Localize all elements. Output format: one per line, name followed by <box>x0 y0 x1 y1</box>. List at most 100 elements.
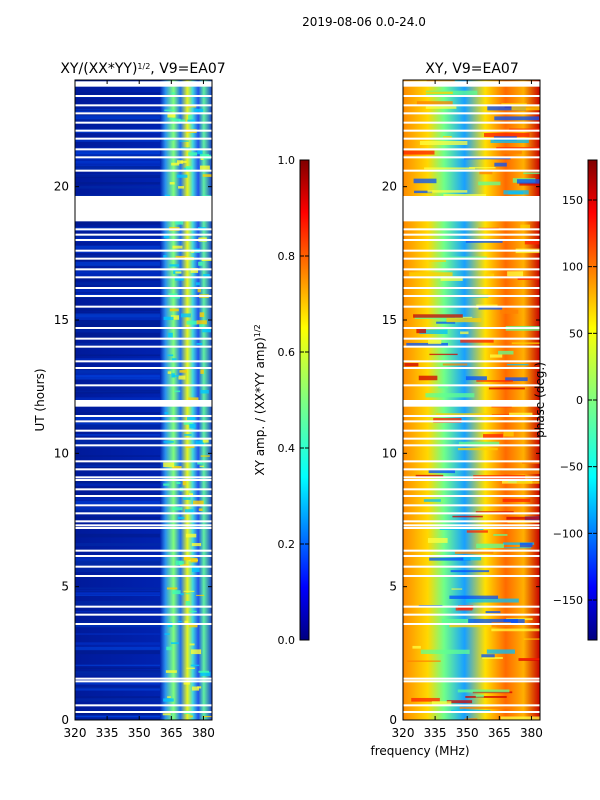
flagged-row <box>75 156 212 159</box>
flagged-row <box>75 468 212 471</box>
heatmap-texture-cell <box>442 363 468 366</box>
flagged-row <box>403 268 540 271</box>
flagged-row <box>403 444 540 447</box>
heatmap-texture-cell <box>475 694 484 698</box>
y-tick-label: 10 <box>382 446 397 460</box>
flagged-block <box>403 196 540 222</box>
flagged-row <box>403 623 540 625</box>
colorbar-tick-label: 50 <box>569 327 583 340</box>
flagged-row <box>403 605 540 608</box>
colorbar-tick-label: −150 <box>553 594 583 607</box>
flagged-row <box>403 367 540 369</box>
heatmap-texture-cell <box>187 417 196 421</box>
heatmap-texture-row <box>75 327 160 333</box>
flagged-row <box>403 257 540 260</box>
heatmap-texture-cell <box>496 147 540 150</box>
heatmap-texture-cell <box>504 547 532 549</box>
flagged-row <box>75 504 212 507</box>
x-tick-label: 335 <box>424 726 447 740</box>
heatmap-texture-cell <box>412 645 421 649</box>
heatmap-texture-cell <box>180 593 184 596</box>
flagged-row <box>75 327 212 329</box>
amplitude-colorbar-ticks: 0.0 0.2 0.4 0.6 0.8 1.0 <box>278 154 309 647</box>
flagged-row <box>75 104 212 107</box>
heatmap-texture-cell <box>446 700 473 704</box>
heatmap-texture-cell <box>451 588 463 590</box>
flagged-row <box>75 268 212 271</box>
heatmap-texture-row <box>75 320 160 325</box>
colorbar-tick-label: 0.4 <box>278 442 296 455</box>
heatmap-texture-row <box>75 461 160 465</box>
heatmap-texture-cell <box>420 649 470 654</box>
heatmap-texture-cell <box>183 420 193 425</box>
heatmap-texture-cell <box>198 508 203 511</box>
heatmap-texture-cell <box>162 713 171 716</box>
heatmap-texture-cell <box>490 354 503 358</box>
flagged-row <box>403 549 540 552</box>
heatmap-texture-cell <box>179 370 187 373</box>
x-tick-label: 335 <box>96 726 119 740</box>
flagged-row <box>403 527 540 529</box>
heatmap-texture-cell <box>202 327 211 333</box>
flagged-row <box>75 575 212 577</box>
heatmap-texture-row <box>75 313 160 318</box>
heatmap-texture-cell <box>182 480 186 486</box>
heatmap-texture-cell <box>481 654 495 658</box>
heatmap-texture-cell <box>523 638 540 640</box>
flagged-row <box>75 95 212 97</box>
heatmap-texture-row <box>75 441 160 443</box>
heatmap-texture-cell <box>519 542 533 548</box>
heatmap-texture-row <box>75 412 160 415</box>
heatmap-texture-cell <box>482 657 503 659</box>
flagged-row <box>75 437 212 440</box>
flagged-row <box>403 295 540 297</box>
heatmap-texture-row <box>75 509 160 514</box>
flagged-row <box>75 680 212 683</box>
heatmap-texture-cell <box>429 353 458 356</box>
flagged-block <box>403 400 540 407</box>
heatmap-texture-cell <box>183 590 195 592</box>
y-tick-label: 0 <box>61 713 69 727</box>
heatmap-texture-cell <box>195 282 200 286</box>
heatmap-texture-row <box>75 465 160 469</box>
heatmap-texture-cell <box>449 595 499 599</box>
amplitude-title: XY/(XX*YY)1/2, V9=EA07 <box>60 61 225 77</box>
y-tick-label: 20 <box>382 180 397 194</box>
x-tick-label: 365 <box>160 726 183 740</box>
heatmap-texture-cell <box>172 590 181 595</box>
heatmap-texture-cell <box>173 118 181 122</box>
heatmap-texture-cell <box>506 516 540 520</box>
heatmap-texture-cell <box>177 516 185 520</box>
heatmap-texture-cell <box>167 354 174 357</box>
heatmap-texture-cell <box>169 118 176 120</box>
heatmap-texture-row <box>75 375 160 380</box>
phase-axes-frame <box>402 79 541 721</box>
heatmap-texture-cell <box>196 343 203 345</box>
heatmap-texture-cell <box>167 696 171 698</box>
heatmap-texture-cell <box>485 611 501 614</box>
heatmap-texture-row <box>75 664 160 667</box>
flagged-row <box>403 437 540 440</box>
heatmap-texture-cell <box>407 660 441 662</box>
heatmap-texture-cell <box>427 190 468 193</box>
flagged-block <box>403 81 540 87</box>
heatmap-texture-cell <box>164 718 174 720</box>
heatmap-texture-cell <box>403 150 435 155</box>
heatmap-texture-cell <box>166 646 172 651</box>
heatmap-texture-cell <box>194 108 204 112</box>
y-tick-label: 15 <box>382 313 397 327</box>
heatmap-texture-cell <box>200 671 211 676</box>
heatmap-texture-cell <box>522 462 540 464</box>
heatmap-texture-row <box>75 358 160 362</box>
heatmap-texture-cell <box>425 393 475 398</box>
flagged-block <box>75 81 212 87</box>
flagged-row <box>403 520 540 523</box>
heatmap-texture-cell <box>178 119 186 124</box>
heatmap-texture-cell <box>503 190 529 195</box>
heatmap-texture-cell <box>436 321 456 324</box>
heatmap-texture-cell <box>490 139 529 143</box>
phase-panel: XY, V9=EA07 320 335 350 365 380 0 5 10 15 20 <box>382 61 543 740</box>
flagged-row <box>403 327 540 329</box>
flagged-row <box>75 527 212 529</box>
heatmap-texture-row <box>75 508 160 511</box>
